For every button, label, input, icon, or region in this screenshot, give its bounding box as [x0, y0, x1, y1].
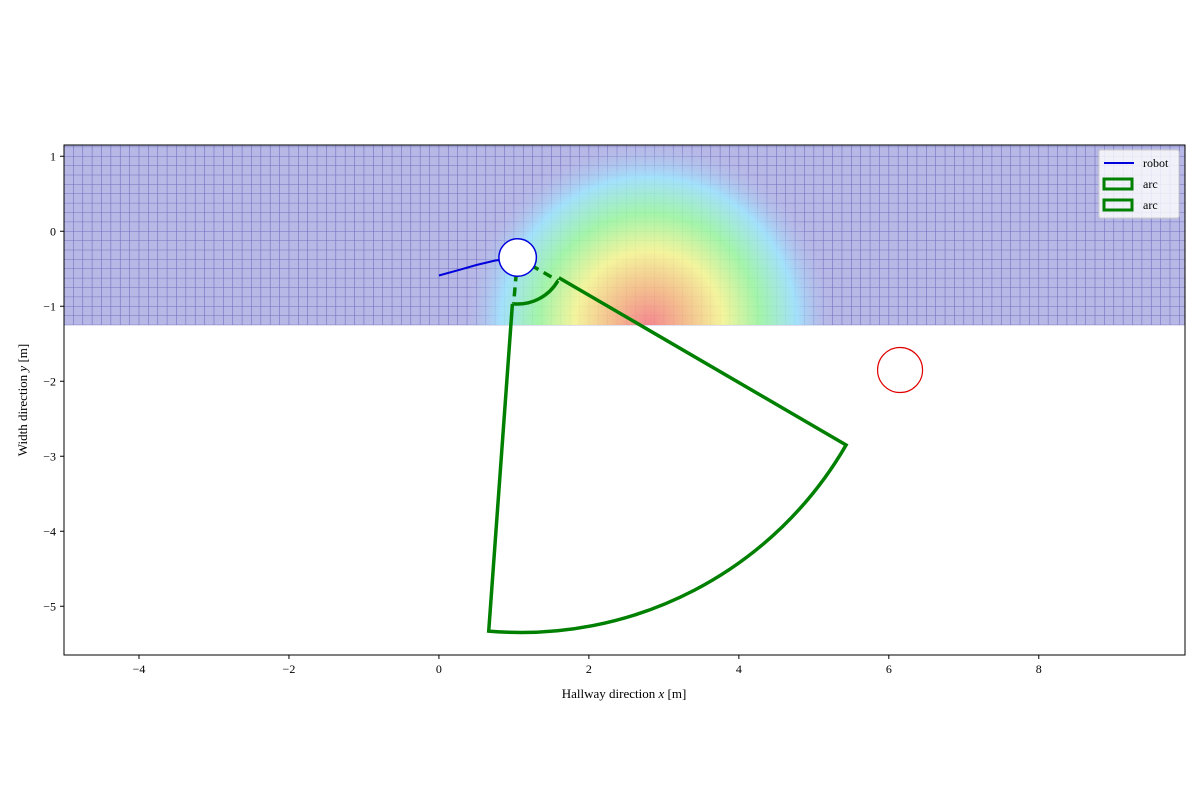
y-tick-label: −1: [43, 299, 56, 313]
legend-arc-label-2: arc: [1143, 198, 1158, 212]
x-tick-label: 4: [736, 662, 742, 676]
y-tick-label: −2: [43, 374, 56, 388]
x-axis-label: Hallway direction x [m]: [562, 686, 687, 701]
x-tick-label: −4: [133, 662, 146, 676]
legend-arc-label: arc: [1143, 177, 1158, 191]
x-tick-label: 6: [886, 662, 892, 676]
y-tick-label: −5: [43, 599, 56, 613]
x-tick-label: 8: [1036, 662, 1042, 676]
y-axis-ticks: 1 0 −1 −2 −3 −4 −5: [43, 149, 64, 613]
shapes-layer: [438, 238, 924, 635]
y-tick-label: −4: [43, 524, 56, 538]
y-tick-label: −3: [43, 449, 56, 463]
x-tick-label: 0: [436, 662, 442, 676]
obstacle-circle: [876, 346, 924, 394]
robot-circle: [498, 238, 538, 277]
heatmap: [64, 145, 1185, 325]
heatmap-fill: [64, 145, 1185, 325]
y-axis-label: Width direction y [m]: [15, 344, 30, 457]
y-tick-label: 0: [50, 224, 56, 238]
legend-arc-swatch: [1102, 177, 1134, 191]
plot-area: [64, 145, 1185, 635]
y-tick-label: 1: [50, 149, 56, 163]
axes-frame: [63, 144, 1186, 656]
inner-arc: [513, 279, 560, 306]
legend-robot-label: robot: [1143, 156, 1169, 170]
outer-sector-arc: [486, 276, 849, 635]
x-tick-label: 2: [586, 662, 592, 676]
legend-arc-swatch-2: [1102, 198, 1134, 212]
x-tick-label: −2: [283, 662, 296, 676]
x-axis-ticks: −4 −2 0 2 4 6 8: [133, 655, 1042, 676]
legend: robot arc arc: [1098, 149, 1180, 219]
